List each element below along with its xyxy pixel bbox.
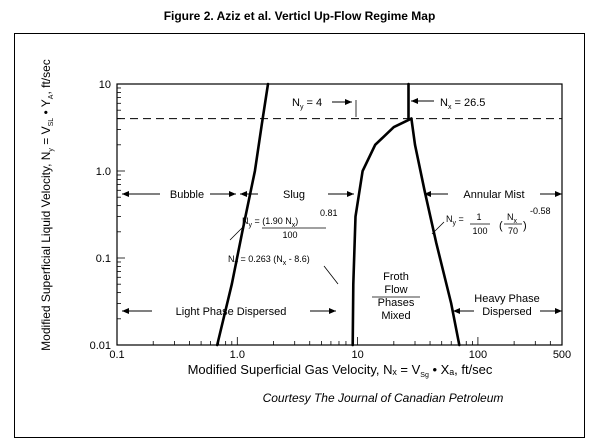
region-slug: Slug [283, 189, 305, 201]
y-tick-label: 0.01 [90, 340, 111, 352]
bubble-arrows-left-head [122, 191, 129, 197]
heavy-phase-arrows-right-head [555, 308, 562, 314]
annotation-ny-4: Ny = 4 [292, 97, 322, 111]
x-tick-label: 100 [469, 349, 487, 361]
equation-annular-inner-numerator: Nx [507, 212, 518, 225]
boundary-froth-annular [410, 117, 461, 347]
equation-bubble-slug-exponent: 0.81 [320, 208, 338, 218]
y-tick-label: 10 [99, 79, 111, 91]
region-heavy-phase: Heavy Phase [474, 293, 539, 305]
region-flow: Flow [384, 284, 407, 296]
figure-title: Figure 2. Aziz et al. Verticl Up-Flow Re… [163, 9, 436, 23]
x-axis-label: Modified Superficial Gas Velocity, Nₓ = … [188, 362, 493, 379]
equation-annular-denominator: 100 [472, 226, 487, 236]
bubble-arrows-right-head [229, 191, 236, 197]
courtesy-note: Courtesy The Journal of Canadian Petrole… [263, 391, 504, 405]
slug-arrows-left-head [240, 191, 247, 197]
equation-annular-inner-denominator: 70 [508, 226, 518, 236]
x-tick-label: 500 [553, 349, 571, 361]
equation-annular-close-paren: ) [523, 220, 527, 232]
region-phases: Phases [378, 297, 415, 309]
boundary-slug-froth [351, 117, 413, 347]
equation-bubble-slug-denominator: 100 [282, 230, 297, 240]
equation-bubble-slug-leader [229, 225, 245, 241]
region-bubble: Bubble [170, 189, 204, 201]
x-tick-label: 1.0 [230, 349, 245, 361]
x-tick-label: 0.1 [109, 349, 124, 361]
annular-arrows-right-head [555, 191, 562, 197]
boundary-bubble-slug [215, 82, 270, 347]
y-tick-label: 1.0 [96, 166, 111, 178]
heavy-phase-arrows-left-head [453, 308, 460, 314]
annotation-nx-26-5: Nx = 26.5 [440, 97, 485, 111]
y-axis-label: Modified Superficial Liquid Velocity, Ny… [39, 59, 55, 351]
nx265-arrow-left-head [411, 98, 418, 104]
region-heavy-dispersed: Dispersed [482, 306, 532, 318]
region-mixed: Mixed [381, 310, 410, 322]
equation-slug-froth-leader [323, 265, 339, 285]
equation-bubble-slug: Ny = (1.90 Nx) [242, 216, 298, 229]
light-phase-arrows-left-head [122, 308, 129, 314]
equation-annular-exponent: -0.58 [530, 206, 551, 216]
equation-annular-leader [431, 221, 445, 235]
light-phase-arrows-right-head [329, 308, 336, 314]
figure-frame [14, 33, 585, 438]
equation-annular-open-paren: ( [499, 220, 503, 232]
plot-area [116, 83, 563, 346]
region-froth: Froth [383, 271, 409, 283]
equation-annular-numerator: 1 [476, 212, 481, 222]
ny4-arrow-right-head [345, 99, 352, 105]
region-light-phase-dispersed: Light Phase Dispersed [176, 306, 287, 318]
annular-arrows-left-head [424, 191, 431, 197]
region-annular-mist: Annular Mist [463, 189, 524, 201]
y-tick-label: 0.1 [96, 253, 111, 265]
x-tick-label: 10 [351, 349, 363, 361]
equation-slug-froth: Ny = 0.263 (Nx - 8.6) [228, 254, 310, 267]
slug-arrows-right-head [347, 191, 354, 197]
equation-annular-lhs: Ny = [446, 214, 464, 227]
